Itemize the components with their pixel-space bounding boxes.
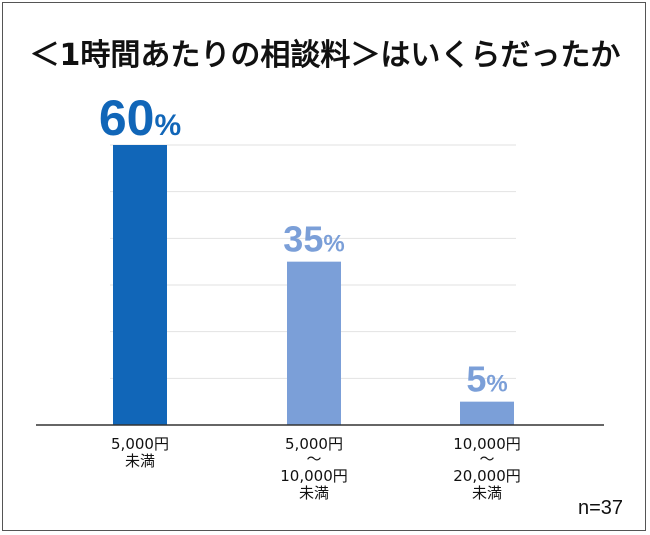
bar xyxy=(460,401,514,425)
bar xyxy=(287,261,341,425)
chart-title: ＜1時間あたりの相談料＞はいくらだったか xyxy=(29,38,621,73)
x-tick-label-line: 未満 xyxy=(472,484,502,502)
x-tick-label: 10,000円～ 20,000円未満 xyxy=(453,435,521,502)
bar-value-label: 60% xyxy=(99,90,181,146)
bar-value-label: 5% xyxy=(466,359,507,400)
x-tick-label: 5,000円～ 10,000円未満 xyxy=(280,435,348,502)
bar xyxy=(113,145,167,425)
x-tick-label-line: 5,000円 xyxy=(111,435,169,453)
x-tick-label-line: 5,000円 xyxy=(285,435,343,453)
bar-value-unit: % xyxy=(486,371,507,398)
x-tick-label-line: 未満 xyxy=(125,452,155,470)
chart-frame xyxy=(2,2,646,531)
x-tick-label-line: ～ xyxy=(479,450,494,468)
x-tick-label-line: ～ xyxy=(306,450,321,468)
bar-value-unit: % xyxy=(154,109,181,142)
x-tick-label-line: 未満 xyxy=(299,484,329,502)
x-tick-label-line: 20,000円 xyxy=(453,467,521,485)
x-tick-label: 5,000円未満 xyxy=(111,435,169,470)
sample-size-label: n=37 xyxy=(578,497,624,519)
x-tick-label-line: 10,000円 xyxy=(453,435,521,453)
bar-value-label: 35% xyxy=(283,219,344,260)
bar-value-unit: % xyxy=(323,231,344,258)
x-tick-label-line: 10,000円 xyxy=(280,467,348,485)
